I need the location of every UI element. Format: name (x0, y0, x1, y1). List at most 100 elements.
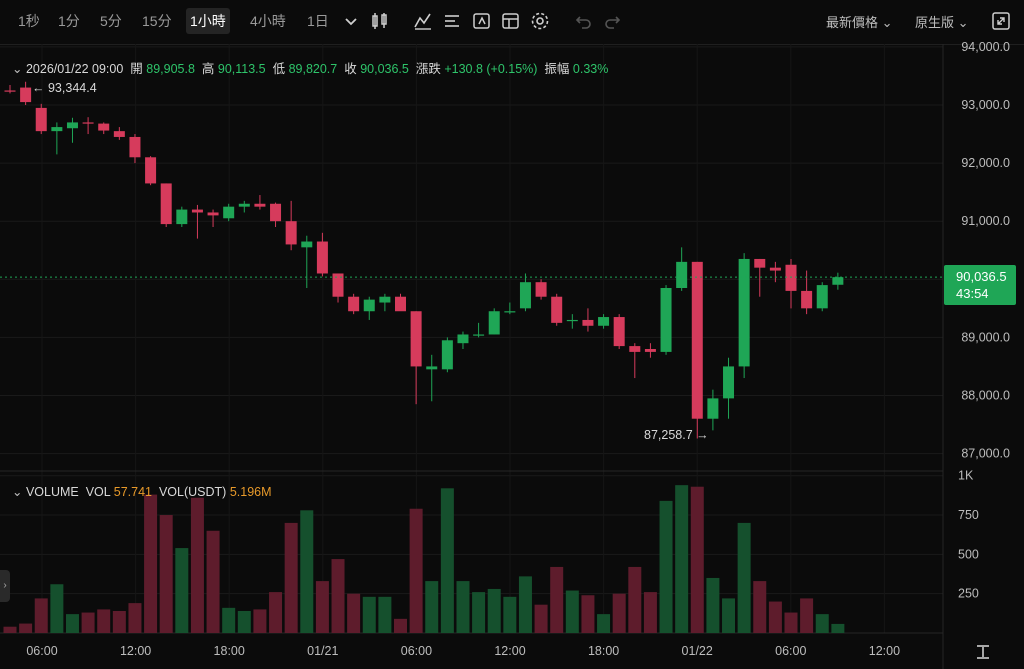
timeframe-15m[interactable]: 15分 (142, 13, 172, 29)
timeframe-1m[interactable]: 1分 (58, 13, 80, 29)
candle-body (769, 267, 781, 271)
candle-body (395, 296, 406, 312)
indicator-icon[interactable] (412, 10, 434, 32)
volume-bar (65, 614, 79, 633)
ohlc-legend: ⌄ 2026/01/22 09:00 開 89,905.8 高 90,113.5… (12, 58, 608, 77)
timeframe-5m[interactable]: 5分 (100, 13, 122, 29)
chevron-down-icon[interactable]: ⌄ (12, 62, 23, 76)
volume-bar (440, 488, 454, 633)
vol-label: VOL (85, 485, 111, 499)
volume-bar (753, 581, 767, 633)
candle-body (379, 296, 391, 303)
volume-bar (347, 593, 361, 633)
current-price-value: 90,036.5 (956, 269, 1007, 284)
volume-bar (534, 604, 548, 633)
volume-bar (284, 522, 298, 633)
high-price-value: 93,344.4 (48, 81, 97, 95)
candle-body (51, 127, 63, 132)
candle-body (270, 203, 282, 222)
chevron-down-icon: ⌄ (881, 15, 893, 30)
vol-usdt-value: 5.196M (229, 485, 272, 499)
price-tick-label: 89,000.0 (961, 330, 1010, 344)
timeframe-1d[interactable]: 1日 (307, 13, 329, 29)
candle-body (613, 317, 625, 347)
candle-body (676, 261, 688, 288)
volume-tick-label: 250 (958, 587, 979, 601)
candle-body (332, 273, 344, 297)
chart-template-icon[interactable] (500, 10, 522, 32)
candle-body (223, 206, 235, 219)
fullscreen-icon[interactable] (990, 10, 1012, 32)
view-type-select[interactable]: 原生版 ⌄ (915, 12, 969, 31)
volume-bar (659, 500, 673, 633)
volume-bar (675, 485, 689, 633)
undo-icon[interactable] (573, 10, 595, 32)
high-price-marker: ← 93,344.4 (32, 81, 97, 95)
volume-bar (315, 581, 329, 633)
volume-bar (565, 590, 579, 633)
low-price-value: 87,258.7 (644, 428, 693, 442)
price-axis: 87,000.088,000.089,000.090,000.091,000.0… (961, 40, 1010, 461)
time-tick-label: 18:00 (214, 644, 245, 658)
chevron-down-icon[interactable] (340, 10, 362, 32)
timeframe-1s[interactable]: 1秒 (18, 13, 40, 29)
timeframe-1h[interactable]: 1小時 (186, 8, 230, 34)
price-type-select[interactable]: 最新價格 ⌄ (826, 12, 893, 31)
volume-tick-label: 500 (958, 547, 979, 561)
candle-body (35, 107, 47, 132)
low-price-marker: 87,258.7 → (644, 428, 709, 442)
candle-body (441, 340, 453, 370)
candle-body (285, 221, 297, 245)
candle-body (816, 285, 828, 309)
chevron-down-icon[interactable]: ⌄ (12, 485, 23, 499)
candle-body (129, 136, 141, 158)
chart-grid (0, 44, 943, 633)
volume-bar (768, 601, 782, 633)
volume-title: VOLUME (25, 485, 79, 499)
candle-body (566, 319, 578, 322)
volume-bar (19, 623, 33, 633)
candle-body (82, 122, 94, 124)
timeframe-4h[interactable]: 4小時 (250, 13, 286, 29)
volume-bar (815, 614, 829, 633)
time-axis: 06:00 12:00 18:00 01/21 06:00 12:00 18:00 01/22… (26, 644, 900, 658)
candle-body (519, 282, 531, 309)
chevron-down-icon: ⌄ (957, 15, 969, 30)
low-label: 低 (272, 62, 286, 76)
price-tick-label: 93,000.0 (961, 98, 1010, 112)
candle-body (348, 296, 360, 312)
volume-bar (50, 584, 64, 633)
candle-body (551, 296, 563, 323)
time-tick-label: 12:00 (494, 644, 525, 658)
candle-body (582, 319, 594, 326)
settings-icon[interactable] (529, 10, 551, 32)
candle-body (207, 212, 219, 216)
open-value: 89,905.8 (146, 62, 195, 76)
volume-bar (97, 609, 111, 633)
volume-bar (643, 592, 657, 633)
list-icon[interactable] (441, 10, 463, 32)
candle-body (754, 258, 766, 268)
volume-bar (612, 593, 626, 633)
open-label: 開 (130, 62, 143, 76)
volume-bar (112, 610, 126, 633)
time-axis-reset-icon[interactable] (977, 645, 989, 659)
price-tick-label: 92,000.0 (961, 156, 1010, 170)
chart-replay-icon[interactable] (471, 10, 493, 32)
low-value: 89,820.7 (288, 62, 338, 76)
candle-body (20, 87, 32, 103)
candle-body (316, 241, 328, 274)
side-panel-handle[interactable]: › (0, 570, 10, 602)
candle-body (707, 398, 719, 419)
volume-bar (409, 508, 423, 633)
candle-body (644, 349, 656, 352)
price-tick-label: 88,000.0 (961, 388, 1010, 402)
volume-bars (3, 485, 845, 633)
redo-icon[interactable] (601, 10, 623, 32)
volume-bar (190, 497, 204, 633)
candle-body (801, 290, 813, 309)
volume-bar (487, 588, 501, 633)
time-tick-label: 06:00 (775, 644, 806, 658)
candle-style-icon[interactable] (369, 10, 391, 32)
